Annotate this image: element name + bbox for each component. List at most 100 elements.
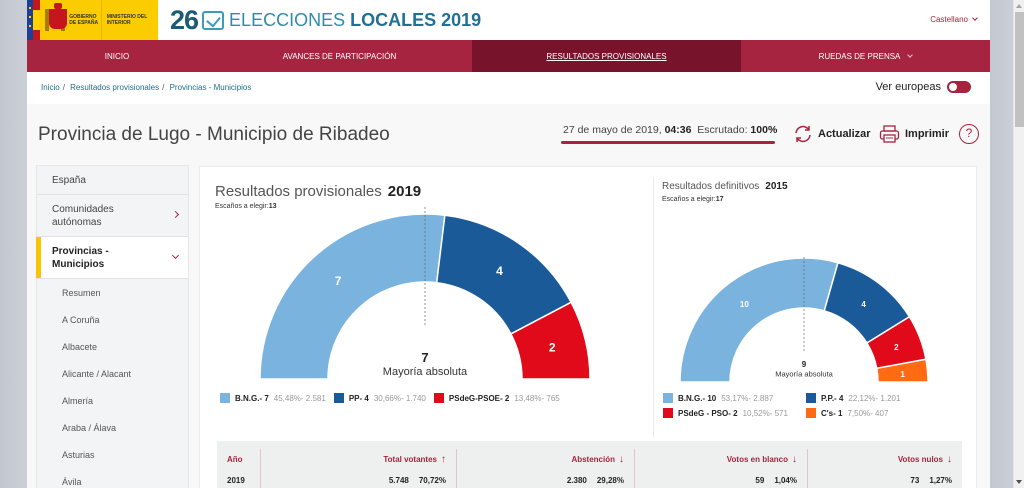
column-header-blank[interactable]: Votos en blanco ↓ xyxy=(635,449,808,470)
slice-seat-label: 2 xyxy=(894,343,899,352)
slice-seat-label: 4 xyxy=(496,264,503,278)
sidebar-item-label: Comunidades autónomas xyxy=(52,203,114,228)
language-selector[interactable]: Castellano xyxy=(930,15,978,24)
sidebar-subitem[interactable]: Alicante / Alacant xyxy=(62,368,132,379)
vertical-scrollbar[interactable] xyxy=(1013,0,1024,488)
table-header-row: Año Total votantes ↑ Abstención ↓ Votos en… xyxy=(217,449,962,470)
sidebar-item-label: España xyxy=(52,174,86,186)
legend-swatch xyxy=(806,393,816,403)
help-button[interactable]: ? xyxy=(959,124,979,144)
column-header-year[interactable]: Año xyxy=(217,449,261,470)
chart-title-text: Resultados definitivos xyxy=(662,181,760,192)
chart-slice-b-n-g-[interactable] xyxy=(260,213,446,380)
header-label: Votos en blanco xyxy=(726,455,788,464)
coat-of-arms-icon xyxy=(45,3,67,35)
page-title: Provincia de Lugo - Municipio de Ribadeo xyxy=(38,124,390,145)
cell-percent: 1,04% xyxy=(774,476,797,485)
legend-item: PSdeG - PSO- 2 10,52%- 571 xyxy=(663,408,798,418)
page: GOBIERNO DE ESPAÑA MINISTERIO DEL INTERI… xyxy=(27,0,990,488)
participation-table: Año Total votantes ↑ Abstención ↓ Votos en… xyxy=(217,441,962,488)
refresh-button[interactable]: Actualizar xyxy=(793,124,871,144)
scroll-down-arrow-icon[interactable] xyxy=(1016,480,1022,484)
government-logo[interactable]: GOBIERNO DE ESPAÑA MINISTERIO DEL INTERI… xyxy=(27,0,158,40)
sidebar-item-provincias[interactable]: Provincias - Municipios xyxy=(36,237,188,279)
scroll-up-arrow-icon[interactable] xyxy=(1016,4,1022,8)
legend-swatch xyxy=(433,393,444,403)
sort-down-icon[interactable]: ↓ xyxy=(619,454,624,465)
results-card: Resultados provisionales 2019 Escaños a e… xyxy=(199,166,977,488)
chart-2015-legend: B.N.G.- 10 53,17%- 2.887 P.P.- 4 22,12%- 1.… xyxy=(663,393,953,418)
scrollbar-thumb[interactable] xyxy=(1015,12,1024,127)
legend-values: 7,50%- 407 xyxy=(847,408,889,418)
cell-percent: 70,72% xyxy=(418,476,446,485)
cell-year: 2019 xyxy=(217,470,261,488)
legend-swatch xyxy=(333,393,344,403)
sidebar-item-espana[interactable]: España xyxy=(37,166,188,195)
europeas-toggle[interactable] xyxy=(947,81,971,93)
sort-down-icon[interactable]: ↓ xyxy=(792,454,797,465)
chart-2019-title: Resultados provisionales 2019 xyxy=(215,183,421,200)
column-header-null[interactable]: Votos nulos ↓ xyxy=(808,449,962,470)
nav-label: INICIO xyxy=(104,51,130,61)
nav-item-resultados[interactable]: RESULTADOS PROVISIONALES xyxy=(472,40,741,72)
scrutiny-value: 100% xyxy=(750,124,778,136)
elections-brand-logo[interactable]: 26 ELECCIONES LOCALES 2019 xyxy=(170,3,481,37)
chart-slice-psdeg-psoe[interactable] xyxy=(509,301,590,380)
nav-item-ruedas-prensa[interactable]: RUEDAS DE PRENSA xyxy=(741,40,990,72)
sidebar-item-comunidades[interactable]: Comunidades autónomas xyxy=(37,195,188,237)
sort-down-icon[interactable]: ↓ xyxy=(947,454,952,465)
main-nav: INICIO AVANCES DE PARTICIPACIÓN RESULTAD… xyxy=(27,40,990,72)
cell-percent: 1,27% xyxy=(929,476,952,485)
cell-percent: 29,28% xyxy=(596,476,624,485)
sidebar-subitem[interactable]: A Coruña xyxy=(62,314,100,325)
sidebar-subitem[interactable]: Resumen xyxy=(62,287,101,298)
slice-seat-label: 7 xyxy=(335,274,342,288)
slice-seat-label: 4 xyxy=(861,300,866,309)
breadcrumb-item-inicio[interactable]: Inicio xyxy=(41,83,60,92)
legend-swatch xyxy=(806,408,816,418)
header-label: Votos nulos xyxy=(897,455,943,464)
nav-item-inicio[interactable]: INICIO xyxy=(27,40,207,72)
brand-text-bold: LOCALES 2019 xyxy=(350,9,482,30)
sidebar: España Comunidades autónomas Provincias … xyxy=(36,165,189,488)
seats-total: 13 xyxy=(268,203,277,210)
sidebar-subitem[interactable]: Araba / Álava xyxy=(62,422,117,433)
column-header-abstention[interactable]: Abstención ↓ xyxy=(457,449,635,470)
majority-label: Mayoría absoluta xyxy=(775,370,833,379)
chart-slice-c-s[interactable] xyxy=(875,358,929,383)
nav-label: RUEDAS DE PRENSA xyxy=(818,51,901,61)
majority-value: 7 xyxy=(421,350,428,365)
cell-value: 73 xyxy=(910,476,920,485)
language-label: Castellano xyxy=(930,15,968,24)
chart-2015-seats: Escaños a elegir:17 xyxy=(662,196,724,203)
cell-total: 5.748 70,72% xyxy=(261,470,457,488)
nav-item-avances[interactable]: AVANCES DE PARTICIPACIÓN xyxy=(207,40,472,72)
printer-icon xyxy=(879,125,900,143)
breadcrumb-item-resultados[interactable]: Resultados provisionales xyxy=(70,83,160,92)
sidebar-subitem[interactable]: Ávila xyxy=(62,476,82,487)
legend-swatch xyxy=(220,393,230,403)
chevron-right-icon xyxy=(171,210,180,219)
print-button[interactable]: Imprimir xyxy=(879,124,949,144)
nav-label: AVANCES DE PARTICIPACIÓN xyxy=(282,51,397,61)
column-header-total[interactable]: Total votantes ↑ xyxy=(261,449,457,470)
sidebar-subitem[interactable]: Albacete xyxy=(62,341,98,352)
sidebar-subitem[interactable]: Almería xyxy=(62,395,94,406)
status-date: 27 de mayo de 2019, xyxy=(563,124,662,136)
refresh-icon xyxy=(795,125,811,143)
cell-blank: 59 1,04% xyxy=(635,470,808,488)
slice-seat-label: 1 xyxy=(900,370,905,379)
chart-2019-legend: B.N.G.- 7 45,48%- 2.581 PP- 4 30,66%- 1.740… xyxy=(220,393,650,403)
chart-divider xyxy=(653,177,654,437)
chart-year: 2019 xyxy=(387,183,422,200)
slice-seat-label: 2 xyxy=(549,341,556,355)
legend-values: 53,17%- 2.887 xyxy=(721,393,774,403)
breadcrumb-item-provincias[interactable]: Provincias - Municipios xyxy=(169,83,252,92)
sort-up-icon[interactable]: ↑ xyxy=(441,454,446,465)
left-background xyxy=(0,0,27,488)
sidebar-subitem[interactable]: Asturias xyxy=(62,449,95,460)
chart-slice-b-n-g-[interactable] xyxy=(680,257,839,383)
chart-2015-title: Resultados definitivos 2015 xyxy=(662,181,788,192)
